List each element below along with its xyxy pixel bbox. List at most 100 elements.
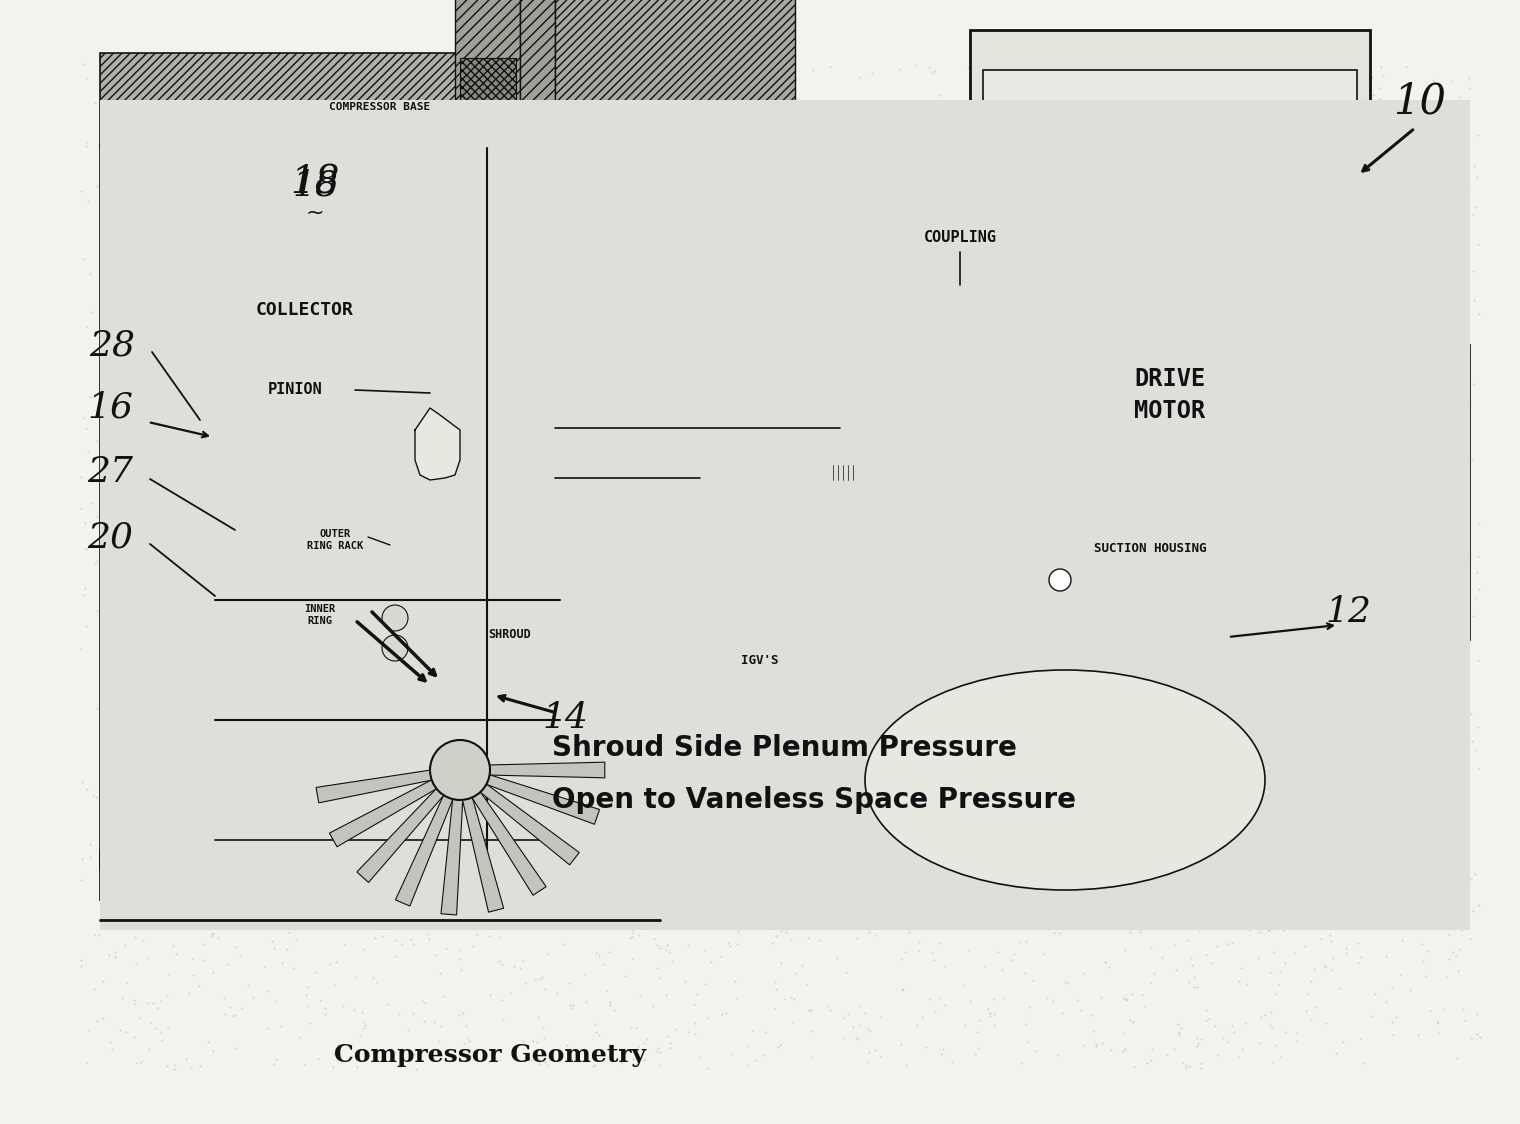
- Point: [714, 174, 739, 192]
- Point: [441, 457, 465, 475]
- Point: [137, 366, 161, 384]
- Point: [1380, 912, 1404, 930]
- Point: [1272, 323, 1297, 341]
- Point: [967, 369, 991, 387]
- Point: [670, 629, 695, 647]
- Point: [68, 468, 93, 486]
- Point: [1020, 653, 1044, 671]
- Point: [1426, 1014, 1450, 1032]
- Point: [1272, 307, 1297, 325]
- Point: [1202, 208, 1227, 226]
- Point: [1429, 905, 1453, 923]
- Point: [479, 779, 503, 797]
- Point: [544, 985, 568, 1003]
- Point: [325, 169, 350, 187]
- Point: [1456, 79, 1480, 97]
- Point: [1294, 937, 1318, 955]
- Point: [167, 147, 192, 165]
- Point: [1436, 904, 1461, 922]
- Point: [1316, 402, 1341, 420]
- Point: [1403, 765, 1427, 783]
- Point: [210, 466, 234, 484]
- Point: [1401, 383, 1426, 401]
- Point: [119, 888, 143, 906]
- Point: [579, 764, 603, 782]
- Point: [477, 287, 502, 305]
- Point: [819, 706, 844, 724]
- Point: [584, 1015, 608, 1033]
- Point: [201, 221, 225, 239]
- Point: [263, 1050, 287, 1068]
- Point: [1111, 528, 1135, 546]
- Point: [312, 701, 336, 719]
- Point: [103, 269, 128, 287]
- Point: [1281, 833, 1306, 851]
- Point: [132, 890, 157, 908]
- Point: [333, 738, 357, 756]
- Point: [532, 416, 556, 434]
- Point: [321, 404, 345, 422]
- Point: [1442, 761, 1467, 779]
- Point: [1332, 538, 1356, 556]
- Point: [810, 132, 834, 149]
- Point: [274, 792, 298, 810]
- Point: [1211, 1030, 1236, 1048]
- Point: [283, 645, 307, 663]
- Point: [176, 238, 201, 256]
- Point: [754, 333, 778, 351]
- Point: [448, 961, 473, 979]
- Point: [246, 209, 271, 227]
- Point: [652, 280, 676, 298]
- Point: [1392, 777, 1417, 795]
- Point: [131, 808, 155, 826]
- Point: [775, 746, 800, 764]
- Point: [801, 737, 825, 755]
- Point: [140, 832, 164, 850]
- Text: 10: 10: [1394, 81, 1447, 123]
- Point: [625, 1019, 649, 1037]
- Point: [888, 61, 912, 79]
- Point: [1284, 1032, 1309, 1050]
- Point: [1187, 744, 1211, 762]
- Point: [1099, 890, 1123, 908]
- Text: DRIVE
MOTOR: DRIVE MOTOR: [1134, 368, 1205, 423]
- Point: [109, 743, 134, 761]
- Point: [945, 283, 970, 301]
- Point: [268, 487, 292, 505]
- Point: [451, 788, 476, 806]
- Point: [857, 147, 882, 165]
- Point: [742, 187, 766, 205]
- Point: [340, 881, 365, 899]
- Point: [172, 441, 196, 459]
- Point: [255, 982, 280, 1000]
- Point: [1123, 455, 1148, 473]
- Point: [1190, 125, 1214, 143]
- Point: [125, 456, 149, 474]
- Point: [1377, 158, 1401, 176]
- Point: [357, 906, 382, 924]
- Point: [96, 620, 120, 638]
- Point: [1202, 415, 1227, 433]
- Point: [728, 350, 752, 368]
- Point: [982, 58, 1006, 76]
- Point: [401, 872, 426, 890]
- Point: [150, 575, 175, 593]
- Point: [1374, 671, 1398, 689]
- Point: [1028, 266, 1052, 284]
- Point: [648, 912, 672, 930]
- Point: [555, 185, 579, 203]
- Point: [372, 405, 397, 423]
- Point: [351, 156, 375, 174]
- Bar: [701, 608, 710, 649]
- Point: [1462, 157, 1487, 175]
- Point: [268, 265, 292, 283]
- Point: [1240, 670, 1265, 688]
- Point: [742, 305, 766, 323]
- Point: [245, 293, 269, 311]
- Point: [907, 933, 932, 951]
- Point: [848, 1016, 872, 1034]
- Point: [682, 755, 707, 773]
- Point: [682, 996, 707, 1014]
- Point: [736, 309, 760, 327]
- Point: [447, 830, 471, 847]
